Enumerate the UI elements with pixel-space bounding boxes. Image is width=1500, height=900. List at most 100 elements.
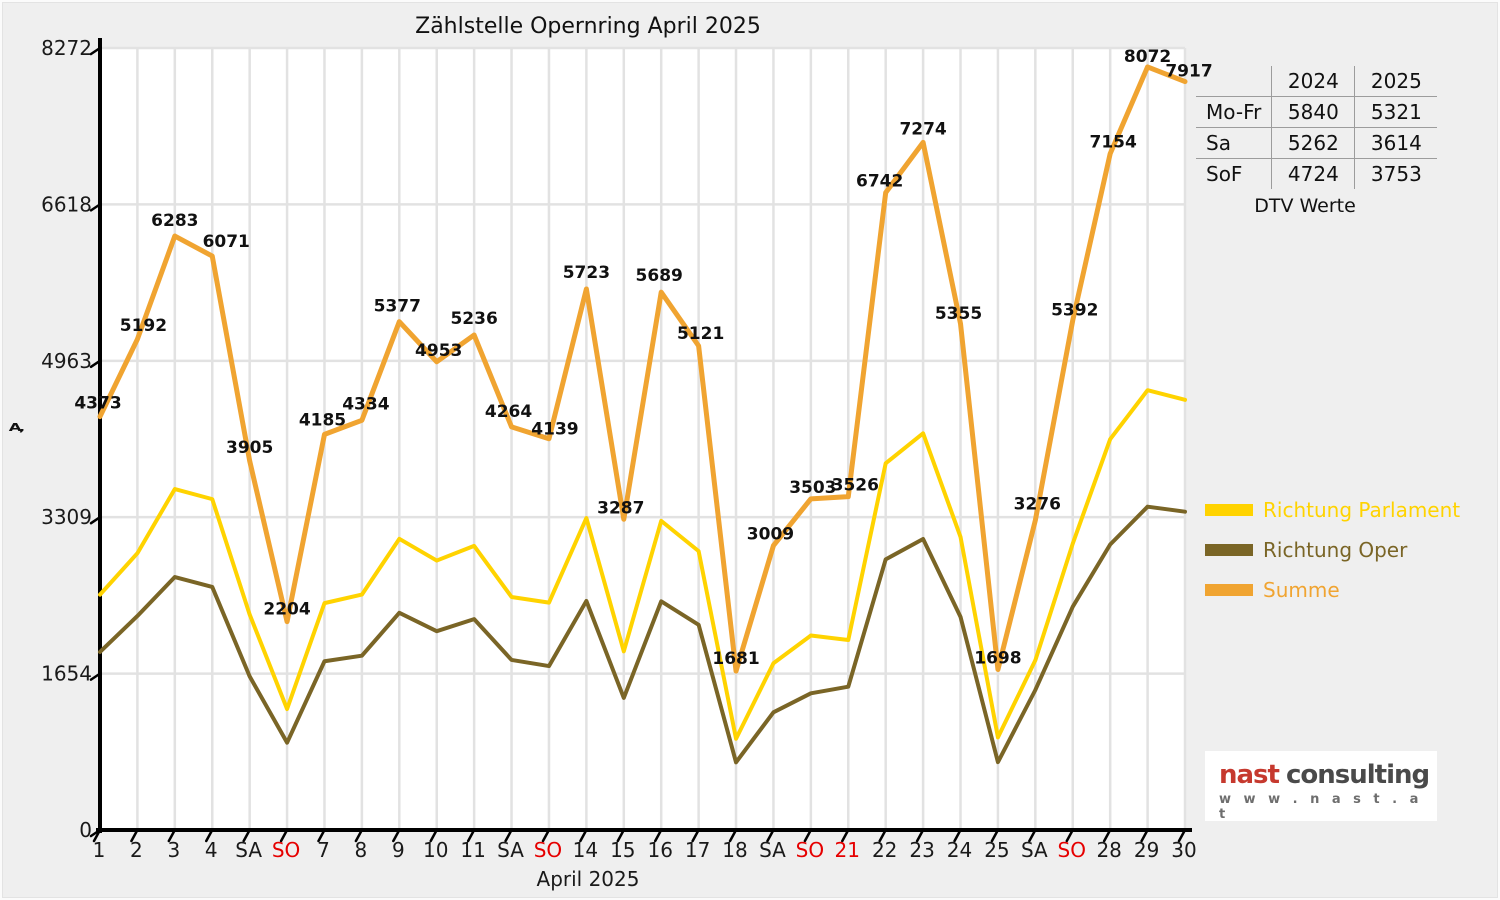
svg-text:4963: 4963 (41, 349, 92, 373)
cell-sa-2025: 3614 (1354, 127, 1438, 159)
gridlines (100, 46, 1187, 830)
svg-text:3309: 3309 (41, 505, 92, 529)
table-corner-cell (1196, 66, 1272, 97)
svg-text:SA: SA (235, 838, 262, 862)
svg-text:5355: 5355 (935, 304, 982, 324)
svg-text:5392: 5392 (1051, 300, 1098, 320)
svg-text:1: 1 (93, 838, 106, 862)
svg-text:6618: 6618 (41, 192, 92, 216)
svg-text:30: 30 (1171, 838, 1196, 862)
svg-text:7154: 7154 (1090, 133, 1137, 153)
svg-text:3503: 3503 (789, 478, 836, 498)
logo-brand-gray: consulting (1285, 760, 1430, 790)
svg-text:6742: 6742 (856, 172, 903, 192)
row-label: SoF (1196, 158, 1272, 189)
svg-text:17: 17 (685, 838, 710, 862)
chart-title: Zählstelle Opernring April 2025 (415, 14, 761, 39)
svg-text:11: 11 (460, 838, 485, 862)
nast-consulting-logo: nast consulting w w w . n a s t . a t (1205, 751, 1437, 822)
legend-label: Summe (1263, 578, 1340, 602)
svg-text:5121: 5121 (677, 324, 724, 344)
cell-sa-2024: 5262 (1271, 127, 1355, 159)
x-tick-labels: 1 2 3 4 SA SO 7 8 9 10 11 SA SO 14 15 16 17 18 SA SO 21 22 23 2… (93, 838, 1197, 862)
legend-swatch-summe (1205, 584, 1253, 596)
svg-text:23: 23 (909, 838, 934, 862)
tick-marks (89, 46, 1187, 843)
series-line-richtung-parlament (98, 388, 1187, 741)
svg-text:28: 28 (1096, 838, 1121, 862)
svg-text:1698: 1698 (974, 648, 1021, 668)
cell-sof-2025: 3753 (1354, 158, 1438, 189)
svg-text:24: 24 (947, 838, 972, 862)
table-caption: DTV Werte (1254, 195, 1356, 217)
svg-text:5689: 5689 (636, 266, 683, 286)
legend-item-summe: Summe (1205, 570, 1460, 610)
svg-text:29: 29 (1134, 838, 1159, 862)
table-header-row: 2024 2025 (1196, 66, 1438, 97)
axes-spines (96, 38, 1192, 833)
series-line-summe (97, 64, 1188, 674)
dtv-table: 2024 2025 Mo-Fr 5840 5321 Sa 5262 3614 S… (1196, 66, 1438, 217)
svg-text:6071: 6071 (203, 232, 250, 252)
svg-text:SO: SO (272, 838, 300, 862)
svg-text:0: 0 (79, 818, 92, 842)
svg-text:SO: SO (1058, 838, 1086, 862)
svg-text:SO: SO (796, 838, 824, 862)
svg-text:5377: 5377 (374, 297, 421, 317)
svg-text:18: 18 (722, 838, 747, 862)
svg-text:2204: 2204 (263, 600, 310, 620)
table-row: SoF 4724 3753 (1196, 158, 1438, 189)
row-label: Sa (1196, 127, 1272, 159)
table-header-2024: 2024 (1271, 66, 1355, 97)
svg-text:25: 25 (984, 838, 1009, 862)
svg-text:14: 14 (573, 838, 598, 862)
cell-sof-2024: 4724 (1271, 158, 1355, 189)
svg-text:8272: 8272 (41, 36, 92, 60)
svg-text:3287: 3287 (597, 498, 644, 518)
legend-label: Richtung Parlament (1263, 498, 1461, 522)
logo-url: w w w . n a s t . a t (1219, 792, 1423, 822)
svg-text:8072: 8072 (1124, 47, 1171, 67)
svg-text:5723: 5723 (563, 263, 610, 283)
y-axis-title-smudge: A, (8, 421, 25, 434)
svg-text:16: 16 (647, 838, 672, 862)
legend-swatch-parlament (1205, 504, 1253, 516)
y-tick-labels: 0 1654 3309 4963 6618 8272 (41, 36, 92, 842)
svg-text:3905: 3905 (226, 438, 273, 458)
legend-item-parlament: Richtung Parlament (1205, 490, 1460, 530)
cell-mofr-2024: 5840 (1271, 96, 1355, 128)
svg-text:4139: 4139 (531, 420, 578, 440)
svg-text:SA: SA (1021, 838, 1048, 862)
svg-text:5192: 5192 (120, 316, 167, 336)
svg-text:4264: 4264 (485, 402, 532, 422)
svg-text:4185: 4185 (299, 410, 346, 430)
svg-text:3526: 3526 (832, 476, 879, 496)
svg-text:3009: 3009 (747, 525, 794, 545)
svg-text:3: 3 (167, 838, 180, 862)
svg-text:7917: 7917 (1165, 62, 1212, 82)
table-row: Mo-Fr 5840 5321 (1196, 96, 1438, 128)
svg-text:1681: 1681 (712, 649, 759, 669)
cell-mofr-2025: 5321 (1354, 96, 1438, 128)
svg-text:22: 22 (872, 838, 897, 862)
svg-text:5236: 5236 (450, 309, 497, 329)
svg-text:7: 7 (317, 838, 330, 862)
svg-text:4334: 4334 (342, 394, 389, 414)
svg-text:SA: SA (759, 838, 786, 862)
legend: Richtung Parlament Richtung Oper Summe (1205, 490, 1460, 610)
logo-brand-red: nast (1219, 760, 1280, 790)
svg-text:SA: SA (497, 838, 524, 862)
svg-text:1654: 1654 (41, 662, 92, 686)
svg-text:2: 2 (130, 838, 143, 862)
table-row: Sa 5262 3614 (1196, 127, 1438, 159)
legend-swatch-oper (1205, 544, 1253, 556)
svg-text:3276: 3276 (1014, 494, 1061, 514)
svg-text:SO: SO (534, 838, 562, 862)
svg-text:21: 21 (835, 838, 860, 862)
svg-text:4: 4 (205, 838, 218, 862)
svg-text:7274: 7274 (899, 119, 946, 139)
svg-text:6283: 6283 (151, 211, 198, 231)
series-line-richtung-oper (98, 504, 1187, 765)
